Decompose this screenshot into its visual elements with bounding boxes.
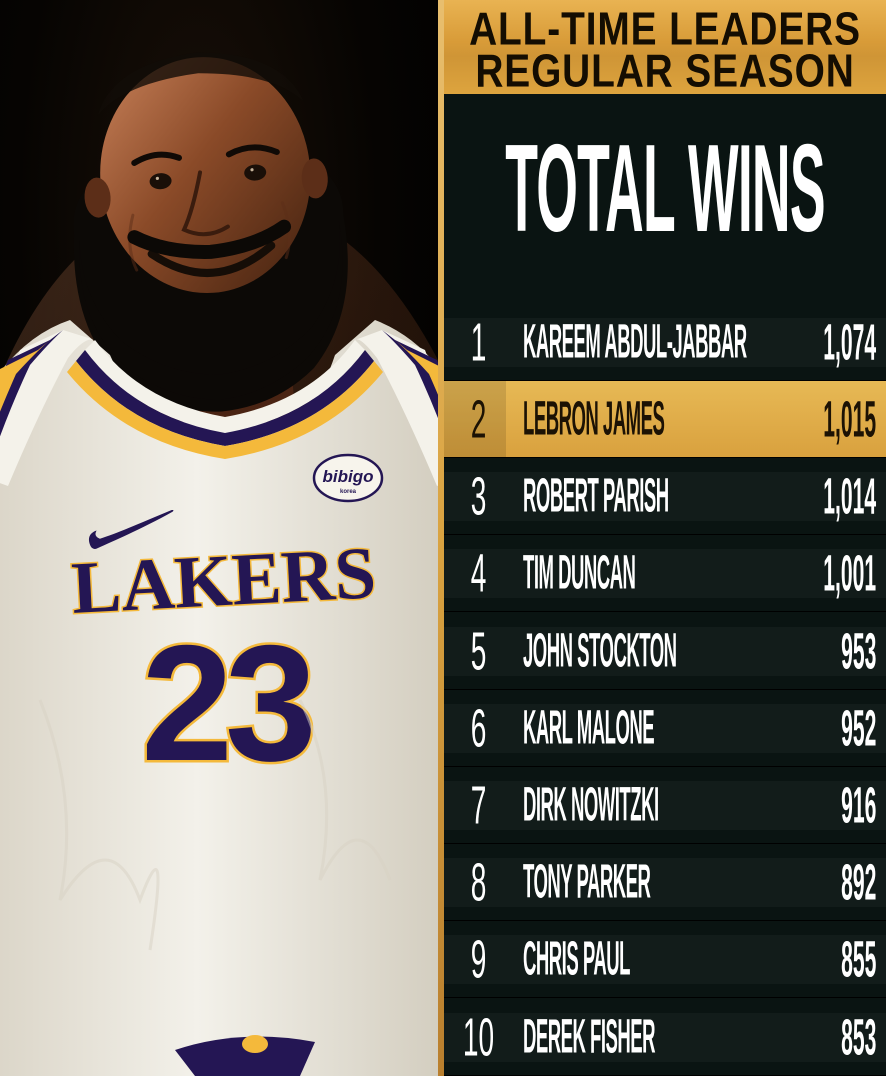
- svg-text:23: 23: [141, 611, 311, 795]
- svg-text:korea: korea: [340, 489, 357, 495]
- svg-text:bibigo: bibigo: [323, 467, 374, 486]
